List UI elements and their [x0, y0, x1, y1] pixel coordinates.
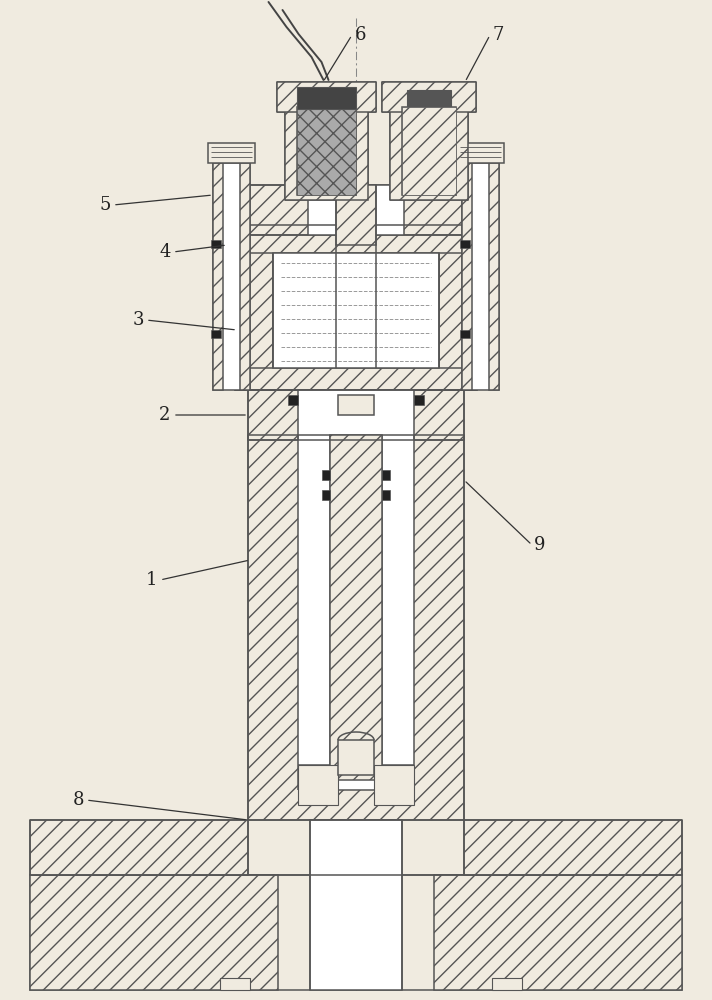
Bar [407, 90, 451, 106]
Bar [248, 390, 464, 440]
Bar [30, 875, 278, 990]
Bar [220, 978, 250, 990]
Bar [374, 765, 414, 805]
Bar [288, 395, 298, 405]
Text: 4: 4 [159, 243, 171, 261]
Bar [235, 368, 477, 390]
Bar [240, 163, 250, 390]
Bar [336, 185, 376, 245]
Bar [322, 470, 330, 480]
Bar [460, 240, 470, 248]
Text: 3: 3 [132, 311, 144, 329]
Bar [277, 82, 376, 112]
Bar [402, 107, 456, 195]
Bar [298, 765, 338, 805]
Bar [298, 390, 414, 440]
Bar [297, 87, 356, 109]
Bar [462, 163, 499, 390]
Bar [382, 470, 390, 480]
Bar [492, 978, 522, 990]
Bar [308, 185, 404, 235]
Bar [297, 107, 356, 195]
Bar [439, 225, 477, 390]
Bar [382, 490, 390, 500]
Text: 7: 7 [492, 26, 503, 44]
Bar [30, 875, 682, 990]
Bar [338, 395, 374, 415]
Bar [338, 740, 374, 775]
Bar [330, 435, 382, 780]
Bar [211, 240, 221, 248]
Bar [322, 490, 330, 500]
Bar [462, 163, 472, 390]
Text: 2: 2 [159, 406, 171, 424]
Text: 1: 1 [146, 571, 158, 589]
Bar [208, 143, 255, 163]
Bar [213, 163, 223, 390]
Bar [285, 107, 368, 200]
Bar [248, 435, 464, 820]
Bar [414, 395, 424, 405]
Bar [213, 163, 250, 390]
Bar [489, 163, 499, 390]
Text: 6: 6 [355, 26, 366, 44]
Bar [464, 820, 682, 875]
Text: 9: 9 [534, 536, 546, 554]
Bar [382, 82, 476, 112]
Bar [273, 253, 439, 368]
Bar [298, 435, 414, 790]
Bar [30, 820, 248, 875]
Bar [297, 107, 356, 195]
Bar [235, 225, 273, 390]
Bar [434, 875, 682, 990]
Text: 8: 8 [72, 791, 84, 809]
Bar [390, 107, 468, 200]
Bar [211, 330, 221, 338]
Bar [310, 820, 402, 990]
Text: 5: 5 [99, 196, 110, 214]
Bar [225, 185, 487, 235]
Bar [457, 143, 504, 163]
Bar [460, 330, 470, 338]
Bar [235, 225, 477, 253]
Bar [402, 107, 456, 195]
